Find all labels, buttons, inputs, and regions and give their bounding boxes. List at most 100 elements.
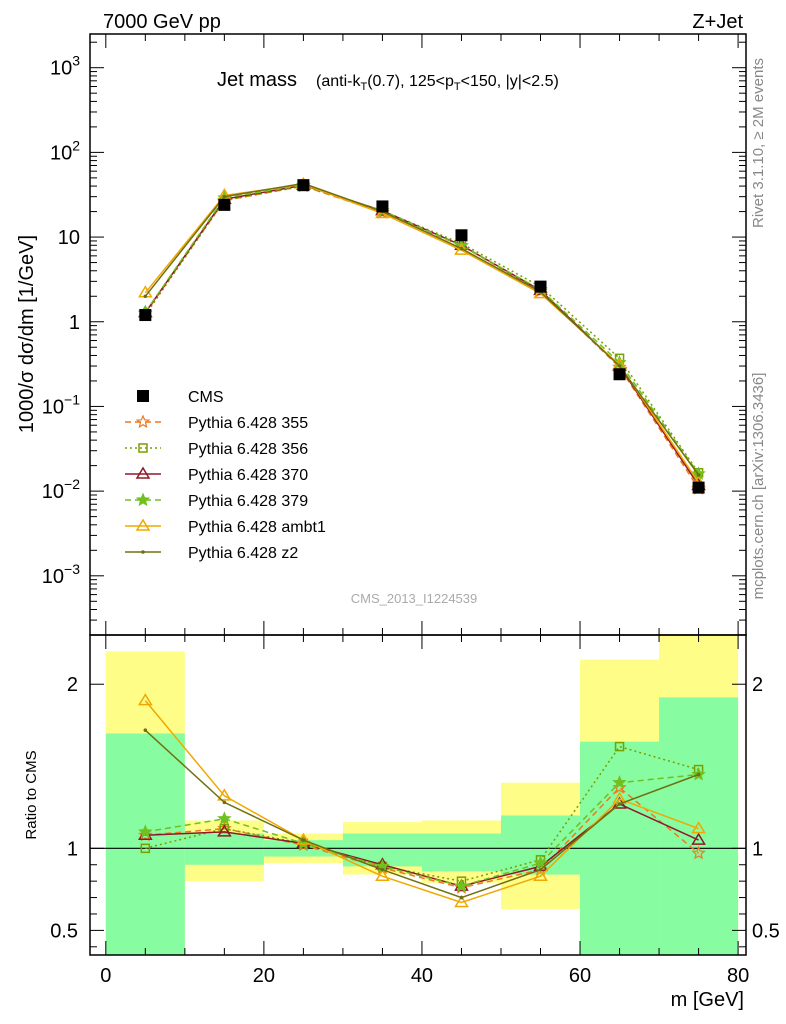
- legend-entry: Pythia 6.428 356: [125, 441, 308, 458]
- ratio-data-point: [614, 741, 625, 752]
- legend-label: Pythia 6.428 z2: [188, 545, 298, 562]
- main-data-point: [139, 309, 152, 322]
- ratio-series-line: [145, 773, 699, 887]
- ratio-data-point: [301, 838, 306, 842]
- ratio-data-point: [143, 728, 148, 732]
- main-series-line: [144, 185, 700, 474]
- ratio-data-point: [217, 811, 232, 825]
- legend-marker: [135, 492, 151, 507]
- legend-label: CMS: [188, 389, 224, 406]
- main-series-line: [144, 185, 700, 490]
- main-data-point: [692, 481, 705, 494]
- main-series-layer: [138, 176, 706, 495]
- ratio-data-point: [140, 843, 151, 854]
- main-y-tick-label: 103: [50, 53, 80, 80]
- ratio-series-line: [145, 745, 699, 882]
- ratio-data-point: [691, 821, 706, 834]
- uncertainty-band-1-bin-4: [421, 833, 501, 872]
- legend-label: Pythia 6.428 370: [188, 467, 308, 484]
- ratio-y-axis-label: Ratio to CMS: [23, 750, 40, 839]
- main-data-point: [454, 242, 469, 255]
- legend: CMS Pythia 6.428 355 Pythia 6.428 356 Pythi…: [125, 389, 326, 562]
- ratio-series-line: [144, 729, 699, 899]
- ratio-data-point: [538, 867, 543, 872]
- ratio-data-point: [612, 780, 627, 794]
- x-tick-label: 60: [569, 965, 591, 987]
- x-tick-label: 20: [253, 965, 275, 987]
- main-data-point: [218, 198, 231, 211]
- legend-label: Pythia 6.428 ambt1: [188, 519, 326, 536]
- main-y-axis-ticks: 10−3 10−2 10−1 1 10 102 103: [42, 41, 746, 636]
- x-axis-ticks: 0 20 40 60 80: [100, 34, 749, 987]
- main-y-tick-label: 10−2: [42, 476, 80, 503]
- uncertainty-band-1-bin-1: [184, 833, 264, 865]
- ratio-data-point: [459, 895, 464, 900]
- ratio-y-tick-label: 0.5: [50, 920, 78, 942]
- ratio-data-point: [138, 824, 153, 839]
- main-y-tick-label: 10−3: [42, 561, 80, 588]
- legend-entry: Pythia 6.428 379: [125, 492, 308, 510]
- main-y-tick-label: 1: [69, 312, 80, 334]
- x-tick-label: 80: [727, 965, 749, 987]
- main-data-point: [534, 280, 547, 293]
- main-data-point: [222, 194, 227, 199]
- legend-marker: [138, 443, 148, 453]
- ratio-y-axis-ticks: 0.5 0.5 1 1 2 2: [50, 674, 780, 948]
- ratio-data-point: [217, 788, 232, 801]
- main-data-point: [297, 179, 310, 192]
- ratio-data-point: [454, 878, 469, 893]
- ratio-data-point: [691, 832, 706, 845]
- rivet-version-label: Rivet 3.1.10, ≥ 2M events: [750, 58, 767, 228]
- legend-entry: Pythia 6.428 370: [125, 466, 308, 484]
- main-series-pythia-6-428-379: [138, 177, 706, 481]
- main-data-point: [617, 364, 622, 368]
- main-series-line: [144, 184, 700, 475]
- x-axis-label: m [GeV]: [671, 989, 744, 1011]
- ratio-y-tick-label: 2: [67, 674, 78, 696]
- legend-entry: Pythia 6.428 355: [125, 414, 308, 432]
- ratio-y-tick-label: 1: [67, 838, 78, 860]
- legend-marker: [135, 414, 151, 429]
- main-chart-title: Jet mass: [217, 69, 297, 91]
- ratio-data-point: [380, 867, 385, 872]
- header-left-label: 7000 GeV pp: [103, 11, 221, 33]
- ratio-data-point: [691, 845, 706, 860]
- ratio-data-point: [612, 775, 627, 789]
- header-right-label: Z+Jet: [692, 11, 743, 33]
- main-y-tick-label: 102: [50, 137, 80, 164]
- ratio-y-tick-label-right: 2: [752, 674, 763, 696]
- ratio-data-point: [454, 895, 469, 908]
- main-series-line: [144, 182, 700, 476]
- main-series-pythia-6-428-356: [140, 181, 704, 478]
- legend-marker: [135, 466, 151, 479]
- legend-marker: [135, 518, 151, 531]
- main-data-point: [143, 294, 148, 299]
- main-y-tick-label: 10: [58, 227, 80, 249]
- legend-entry: Pythia 6.428 ambt1: [125, 518, 326, 536]
- ratio-data-point: [696, 772, 701, 777]
- legend-entry: CMS: [137, 389, 224, 406]
- ratio-series-line: [144, 700, 699, 904]
- ratio-series-pythia-6-428-ambt1: [138, 693, 706, 908]
- ratio-data-point: [375, 868, 390, 881]
- ratio-data-point: [617, 802, 622, 806]
- legend-label: Pythia 6.428 355: [188, 415, 308, 432]
- main-y-tick-label: 10−1: [42, 391, 80, 418]
- ratio-data-point: [138, 827, 153, 842]
- main-data-point: [613, 368, 626, 381]
- x-tick-label: 40: [411, 965, 433, 987]
- ratio-y-tick-label-right: 1: [752, 838, 763, 860]
- analysis-watermark: CMS_2013_I1224539: [351, 591, 478, 606]
- ratio-data-point: [222, 800, 227, 805]
- uncertainty-band-1-bin-7: [659, 697, 739, 955]
- mcplots-reference-label: mcplots.cern.ch [arXiv:1306.3436]: [750, 373, 767, 600]
- main-series-cms: [139, 179, 705, 494]
- main-y-axis-label: 1000/σ dσ/dm [1/GeV]: [16, 235, 38, 433]
- ratio-y-tick-label-right: 0.5: [752, 920, 780, 942]
- ratio-data-point: [533, 855, 548, 870]
- ratio-data-point: [138, 693, 153, 706]
- ratio-bands: [105, 635, 739, 955]
- ratio-series-pythia-6-428-379: [138, 766, 706, 893]
- x-tick-label: 0: [100, 965, 111, 987]
